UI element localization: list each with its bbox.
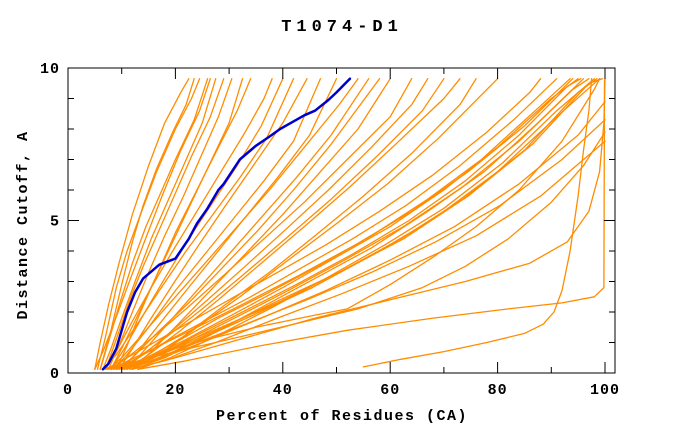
- y-tick-label: 5: [50, 214, 60, 231]
- y-tick-label: 10: [40, 61, 60, 78]
- model-curve: [102, 78, 295, 370]
- model-curve: [94, 78, 190, 370]
- model-curve: [107, 78, 359, 370]
- model-curve: [126, 78, 370, 370]
- model-curve: [99, 78, 195, 370]
- x-tick-label: 40: [273, 382, 293, 399]
- highlighted-model-curve: [101, 77, 352, 371]
- model-curve: [137, 79, 606, 370]
- model-curve: [102, 78, 217, 370]
- model-curve: [99, 78, 209, 370]
- model-curve: [121, 78, 338, 370]
- model-curve: [121, 78, 579, 370]
- x-tick-label: 20: [165, 382, 185, 399]
- x-tick-label: 100: [590, 382, 620, 399]
- model-curve: [115, 78, 252, 370]
- model-curve: [104, 78, 273, 370]
- chart-title: T1074-D1: [281, 18, 403, 37]
- model-curve: [107, 78, 233, 370]
- model-curve: [131, 78, 391, 370]
- model-curves-layer: [94, 77, 606, 371]
- model-curve: [115, 78, 445, 370]
- x-tick-label: 60: [380, 382, 400, 399]
- model-curve: [104, 131, 606, 370]
- model-curve: [115, 78, 571, 370]
- model-curve: [102, 78, 574, 370]
- model-curve: [129, 140, 606, 370]
- model-curve: [118, 78, 590, 370]
- x-tick-label: 0: [63, 382, 73, 399]
- tick-labels-layer: 0 20 40 60 80 100 0 5 10: [40, 61, 620, 399]
- y-tick-label: 0: [50, 366, 60, 383]
- model-curve: [115, 119, 606, 370]
- model-curve: [104, 78, 225, 370]
- model-curve: [131, 78, 606, 370]
- y-axis-label: Distance Cutoff, A: [15, 130, 32, 319]
- x-tick-label: 80: [488, 382, 508, 399]
- x-axis-label: Percent of Residues (CA): [216, 408, 468, 425]
- model-curve: [104, 78, 542, 370]
- model-curve: [112, 78, 322, 370]
- model-curve: [110, 78, 413, 370]
- plot-frame-layer: [67, 67, 616, 374]
- model-curve: [362, 78, 593, 368]
- model-curve: [110, 78, 601, 370]
- model-curve: [110, 78, 244, 370]
- model-curve: [94, 78, 211, 370]
